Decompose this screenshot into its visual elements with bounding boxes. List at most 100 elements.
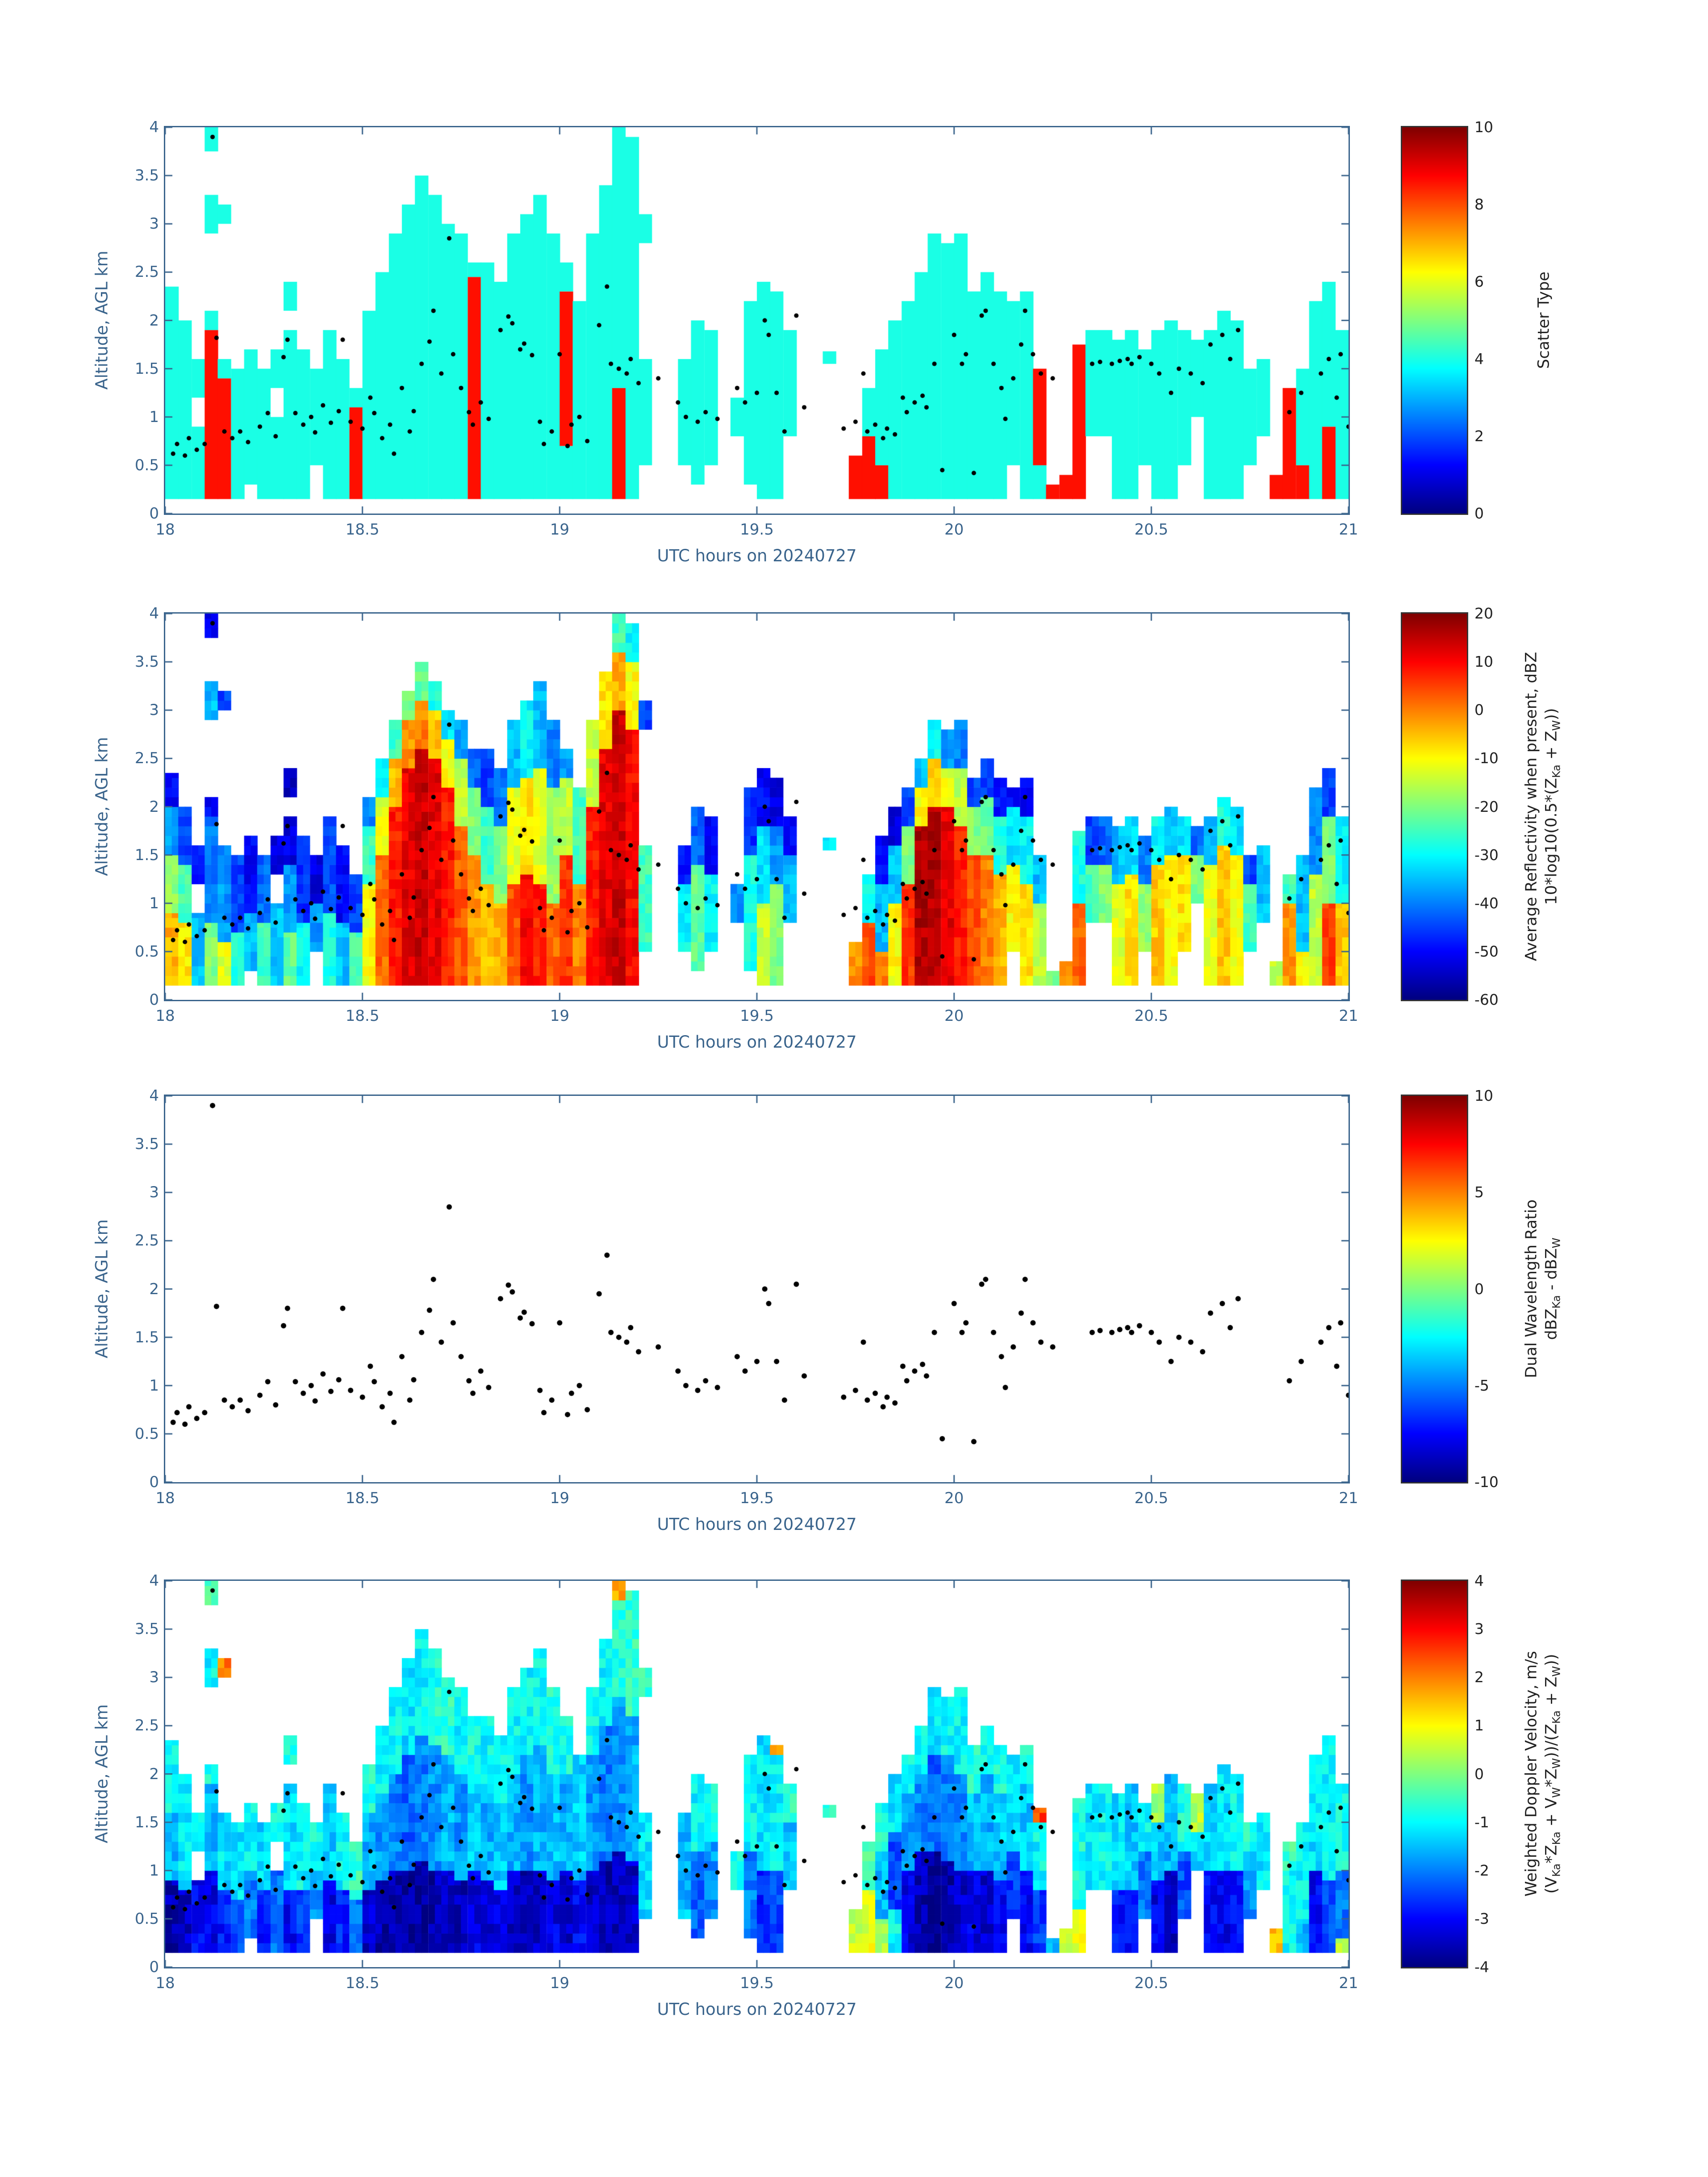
colorbar-dwr [1401, 1095, 1468, 1483]
colorbar-tick-label: 0 [1474, 1280, 1484, 1298]
colorbar-tick-label: -2 [1474, 1861, 1489, 1879]
colorbar-gradient-canvas [1402, 1581, 1467, 1967]
colorbar-tick-label: -10 [1474, 749, 1499, 767]
y-tick-label: 1 [149, 894, 159, 912]
colorbar-gradient-canvas [1402, 1096, 1467, 1482]
colorbar-title-line: Weighted Doppler Velocity, m/s [1522, 1651, 1541, 1897]
y-tick-label: 1 [149, 1861, 159, 1880]
colorbar-tick-label: 8 [1474, 196, 1484, 213]
x-tick-label: 18.5 [345, 1489, 380, 1507]
y-tick-label: 4 [149, 1572, 159, 1590]
y-tick-label: 3 [149, 701, 159, 719]
colorbar-tick-label: -40 [1474, 894, 1499, 912]
colorbar-tick-label: 0 [1474, 505, 1484, 522]
reflectivity-heatmap-canvas [165, 614, 1349, 1000]
x-tick-label: 20.5 [1134, 1007, 1169, 1025]
panel-doppler-velocity: Altitude, AGL km UTC hours on 20240727 W… [0, 1572, 1708, 2068]
y-tick-label: 1 [149, 408, 159, 426]
colorbar-tick-label: 3 [1474, 1620, 1484, 1638]
y-tick-label: 1.5 [134, 1813, 159, 1831]
y-tick-label: 0 [149, 991, 159, 1009]
y-tick-label: 1.5 [134, 359, 159, 378]
x-tick-label: 18 [155, 521, 175, 539]
y-tick-label: 3.5 [134, 1135, 159, 1153]
colorbar-tick-label: 10 [1474, 1087, 1493, 1104]
colorbar-tick-label: 2 [1474, 427, 1484, 445]
y-tick-label: 0.5 [134, 942, 159, 961]
colorbar-tick-label: -50 [1474, 942, 1499, 960]
x-tick-label: 19.5 [740, 1007, 774, 1025]
x-tick-label: 19.5 [740, 1974, 774, 1992]
x-tick-label: 18 [155, 1974, 175, 1992]
colorbar-tick-label: -5 [1474, 1376, 1489, 1394]
panel-scatter-type: Altitude, AGL km UTC hours on 20240727 S… [0, 118, 1708, 614]
x-tick-label: 19.5 [740, 521, 774, 539]
colorbar-tick-label: -1 [1474, 1813, 1489, 1831]
colorbar-gradient-canvas [1402, 127, 1467, 514]
colorbar-tick-label: 0 [1474, 1765, 1484, 1783]
colorbar-title: Scatter Type [1534, 272, 1554, 369]
x-tick-label: 19 [550, 1007, 569, 1025]
x-tick-label: 20 [944, 1974, 964, 1992]
colorbar-tick-label: 5 [1474, 1183, 1484, 1201]
colorbar-title-line: Average Reflectivity when present, dBZ [1522, 652, 1541, 961]
y-tick-label: 1.5 [134, 846, 159, 864]
x-tick-label: 20 [944, 1007, 964, 1025]
x-tick-label: 21 [1339, 1974, 1358, 1992]
y-tick-label: 4 [149, 118, 159, 136]
colorbar-tick-label: 0 [1474, 701, 1484, 719]
x-tick-label: 21 [1339, 1489, 1358, 1507]
x-tick-label: 20.5 [1134, 521, 1169, 539]
colorbar-title: Weighted Doppler Velocity, m/s (VKa*ZKa +… [1522, 1651, 1567, 1897]
x-tick-label: 18 [155, 1007, 175, 1025]
colorbar-tick-label: 4 [1474, 350, 1484, 368]
y-tick-label: 3.5 [134, 1620, 159, 1638]
colorbar-tick-label: 10 [1474, 118, 1493, 136]
y-tick-label: 3.5 [134, 167, 159, 185]
x-axis-title: UTC hours on 20240727 [657, 1032, 857, 1052]
x-tick-label: 21 [1339, 521, 1358, 539]
x-tick-label: 20 [944, 1489, 964, 1507]
colorbar-tick-label: 2 [1474, 1668, 1484, 1686]
y-tick-label: 2 [149, 798, 159, 816]
colorbar-scatter-type [1401, 126, 1468, 515]
y-tick-label: 2.5 [134, 263, 159, 281]
plot-area-doppler [164, 1579, 1350, 1968]
colorbar-tick-label: -3 [1474, 1910, 1489, 1927]
y-tick-label: 3 [149, 1668, 159, 1687]
x-tick-label: 20.5 [1134, 1489, 1169, 1507]
y-tick-label: 1 [149, 1376, 159, 1395]
colorbar-tick-label: 4 [1474, 1572, 1484, 1589]
y-tick-label: 4 [149, 1087, 159, 1105]
y-tick-label: 3 [149, 1183, 159, 1202]
colorbar-title: Average Reflectivity when present, dBZ 10… [1522, 652, 1567, 961]
y-tick-label: 1.5 [134, 1328, 159, 1346]
colorbar-title-line: Scatter Type [1535, 272, 1553, 369]
colorbar-tick-label: 6 [1474, 273, 1484, 290]
plot-area-scatter-type [164, 126, 1350, 515]
x-tick-label: 19 [550, 521, 569, 539]
x-tick-label: 18 [155, 1489, 175, 1507]
y-tick-label: 2 [149, 1765, 159, 1783]
colorbar-tick-label: 10 [1474, 653, 1493, 671]
x-tick-label: 18.5 [345, 521, 380, 539]
x-tick-label: 19.5 [740, 1489, 774, 1507]
plot-area-reflectivity [164, 612, 1350, 1001]
doppler-heatmap-canvas [165, 1581, 1349, 1967]
colorbar-title-line: (VKa*ZKa + VW*ZW))/(ZKa + ZW)) [1542, 1654, 1563, 1894]
y-tick-label: 2.5 [134, 1232, 159, 1250]
colorbar-gradient-canvas [1402, 614, 1467, 1000]
colorbar-doppler [1401, 1579, 1468, 1968]
panel-dual-wavelength-ratio: Altitude, AGL km UTC hours on 20240727 D… [0, 1087, 1708, 1583]
x-axis-title: UTC hours on 20240727 [657, 546, 857, 565]
colorbar-title-line: Dual Wavelength Ratio [1522, 1199, 1541, 1379]
colorbar-tick-label: -30 [1474, 846, 1499, 864]
colorbar-tick-label: 20 [1474, 605, 1493, 622]
y-tick-label: 2 [149, 1280, 159, 1298]
y-tick-label: 0.5 [134, 1425, 159, 1443]
scatter-type-heatmap-canvas [165, 127, 1349, 514]
x-tick-label: 19 [550, 1489, 569, 1507]
colorbar-tick-label: -4 [1474, 1958, 1489, 1976]
colorbar-tick-label: -20 [1474, 798, 1499, 815]
y-tick-label: 2.5 [134, 1717, 159, 1735]
